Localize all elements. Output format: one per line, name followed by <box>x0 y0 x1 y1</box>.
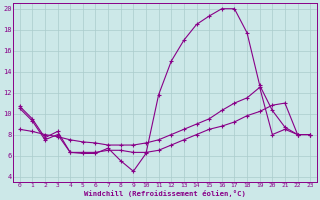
X-axis label: Windchill (Refroidissement éolien,°C): Windchill (Refroidissement éolien,°C) <box>84 190 246 197</box>
